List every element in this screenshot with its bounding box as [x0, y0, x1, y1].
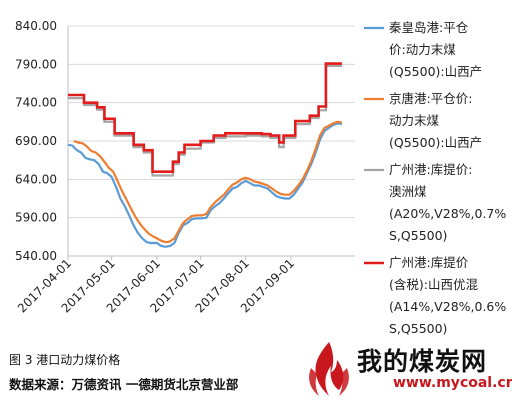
y-tick-label-5: 790.00	[15, 57, 57, 71]
y-tick-label-2: 640.00	[15, 172, 57, 186]
flame-logo-icon	[309, 342, 349, 396]
y-axis-tick-labels: 540.00 590.00 640.00 690.00 740.00 790.00 840.…	[15, 19, 57, 263]
series-line-2	[73, 120, 343, 244]
legend-label-4-line-2: (含税):山西优混	[389, 277, 478, 292]
figure-caption: 图 3 港口动力煤价格	[9, 353, 121, 367]
legend-label-1-line-1: 秦皇岛港:平仓	[389, 20, 469, 35]
legend-label-2-line-3: (Q5500):山西产	[389, 135, 482, 150]
mycoal-watermark: 我的煤炭网 www.mycoal.cn	[303, 336, 512, 404]
legend-label-3-line-2: 澳洲煤	[389, 184, 427, 199]
legend-label-3-line-1: 广州港:库提价:	[389, 162, 472, 177]
legend-label-4-line-4: S,Q5500)	[389, 321, 447, 336]
y-tick-label-0: 540.00	[15, 249, 57, 263]
y-tick-label-6: 840.00	[15, 19, 57, 33]
legend-label-2-line-2: 动力末煤	[389, 113, 440, 128]
data-source: 数据来源：万德资讯 一德期货北京营业部	[9, 377, 239, 392]
x-axis-tick-labels: 2017-04-012017-05-012017-06-012017-07-01…	[15, 256, 297, 315]
series-lines	[67, 62, 343, 248]
legend-label-1-line-3: (Q5500):山西产	[389, 64, 482, 79]
watermark-url: www.mycoal.cn	[393, 375, 512, 391]
legend-label-4-line-3: (A14%,V28%,0.6%	[389, 299, 506, 314]
series-line-1	[67, 122, 343, 248]
legend-label-3-line-4: S,Q5500)	[389, 228, 447, 243]
axes	[67, 26, 355, 260]
legend-label-4-line-1: 广州港:库提价	[389, 255, 469, 270]
series-line-4	[68, 62, 342, 173]
y-tick-label-3: 690.00	[15, 134, 57, 148]
watermark-brand: 我的煤炭网	[357, 347, 488, 376]
legend-label-2-line-1: 京唐港:平仓价:	[389, 91, 472, 106]
y-tick-label-1: 590.00	[15, 211, 57, 225]
chart: 540.00 590.00 640.00 690.00 740.00 790.00 840.…	[15, 19, 506, 336]
legend-label-3-line-3: (A20%,V28%,0.7%	[389, 206, 506, 221]
y-tick-label-4: 740.00	[15, 96, 57, 110]
legend-label-1-line-2: 价:动力末煤	[389, 42, 456, 57]
